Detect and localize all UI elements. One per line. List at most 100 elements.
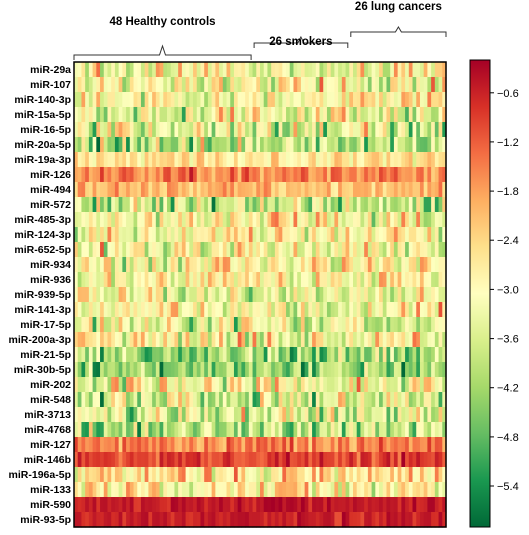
heatmap-cell <box>308 287 313 303</box>
heatmap-cell <box>215 197 220 213</box>
heatmap-cell <box>412 167 417 183</box>
heatmap-cell <box>200 377 205 393</box>
heatmap-cell <box>416 167 421 183</box>
row-label: miR-93-5p <box>20 514 71 526</box>
heatmap-cell <box>338 272 343 288</box>
heatmap-cell <box>334 107 339 123</box>
row-label: miR-15a-5p <box>14 109 71 121</box>
heatmap-cell <box>103 77 109 93</box>
heatmap-cell <box>312 152 317 168</box>
heatmap-cell <box>312 497 317 513</box>
heatmap-cell <box>390 182 395 198</box>
heatmap-cell <box>423 452 428 468</box>
heatmap-cell <box>390 497 395 513</box>
heatmap-cell <box>114 377 120 393</box>
heatmap-cell <box>371 257 376 273</box>
heatmap-cell <box>271 377 276 393</box>
heatmap-cell <box>397 122 402 138</box>
heatmap-cell <box>248 272 254 288</box>
heatmap-cell <box>293 512 298 528</box>
heatmap-cell <box>364 287 369 303</box>
heatmap-cell <box>260 122 265 138</box>
heatmap-cell <box>390 392 395 408</box>
heatmap-cell <box>323 332 328 348</box>
heatmap-cell <box>382 257 388 273</box>
heatmap-cell <box>263 62 269 78</box>
heatmap-cell <box>155 77 161 93</box>
heatmap-cell <box>319 482 324 498</box>
heatmap-cell <box>241 122 246 138</box>
heatmap-cell <box>427 452 432 468</box>
heatmap-cell <box>241 317 246 333</box>
heatmap-cell <box>181 377 187 393</box>
heatmap-cell <box>174 62 179 78</box>
heatmap-cell <box>137 467 142 483</box>
heatmap-cell <box>200 362 205 378</box>
heatmap-cell <box>353 347 358 363</box>
heatmap-cell <box>163 482 168 498</box>
heatmap-cell <box>334 92 339 108</box>
heatmap-cell <box>85 362 90 378</box>
heatmap-cell <box>222 332 228 348</box>
heatmap-cell <box>252 317 257 333</box>
heatmap-cell <box>233 242 239 258</box>
heatmap-cell <box>438 137 443 153</box>
heatmap-cell <box>274 197 280 213</box>
heatmap-cell <box>178 197 183 213</box>
heatmap-cell <box>304 122 309 138</box>
heatmap-cell <box>155 212 161 228</box>
heatmap-cell <box>248 362 254 378</box>
heatmap-cell <box>438 362 443 378</box>
heatmap-cell <box>267 497 272 513</box>
heatmap-cell <box>237 62 242 78</box>
heatmap-cell <box>178 437 183 453</box>
heatmap-cell <box>114 407 120 423</box>
heatmap-cell <box>367 107 373 123</box>
heatmap-cell <box>85 497 90 513</box>
heatmap-cell <box>140 302 146 318</box>
heatmap-cell <box>159 437 164 453</box>
heatmap-cell <box>349 377 354 393</box>
heatmap-cell <box>85 392 90 408</box>
heatmap-cell <box>353 122 358 138</box>
heatmap-cell <box>267 392 272 408</box>
heatmap-cell <box>170 302 176 318</box>
heatmap-cell <box>137 482 142 498</box>
heatmap-cell <box>103 242 109 258</box>
heatmap-cell <box>92 167 97 183</box>
heatmap-cell <box>360 452 365 468</box>
heatmap-cell <box>371 77 376 93</box>
heatmap-cell <box>233 182 239 198</box>
heatmap-cell <box>233 167 239 183</box>
heatmap-cell <box>312 257 317 273</box>
heatmap-cell <box>226 482 231 498</box>
heatmap-cell <box>74 452 79 468</box>
heatmap-cell <box>323 212 328 228</box>
heatmap-cell <box>360 512 365 528</box>
heatmap-cell <box>412 197 417 213</box>
heatmap-cell <box>88 92 94 108</box>
heatmap-cell <box>245 347 250 363</box>
heatmap-cell <box>353 482 358 498</box>
heatmap-cell <box>233 332 239 348</box>
heatmap-cell <box>133 62 138 78</box>
heatmap-cell <box>274 137 280 153</box>
heatmap-cell <box>133 437 138 453</box>
heatmap-cell <box>431 392 436 408</box>
heatmap-cell <box>129 212 135 228</box>
heatmap-cell <box>118 437 123 453</box>
heatmap-cell <box>405 407 410 423</box>
heatmap-cell <box>196 512 202 528</box>
heatmap-cell <box>170 392 176 408</box>
heatmap-cell <box>252 107 257 123</box>
heatmap-cell <box>81 407 86 423</box>
heatmap-cell <box>412 182 417 198</box>
heatmap-cell <box>260 167 265 183</box>
heatmap-cell <box>96 407 101 423</box>
heatmap-cell <box>170 467 176 483</box>
heatmap-cell <box>319 242 324 258</box>
heatmap-cell <box>133 332 138 348</box>
heatmap-cell <box>393 77 399 93</box>
heatmap-cell <box>215 467 220 483</box>
heatmap-cell <box>196 422 202 438</box>
